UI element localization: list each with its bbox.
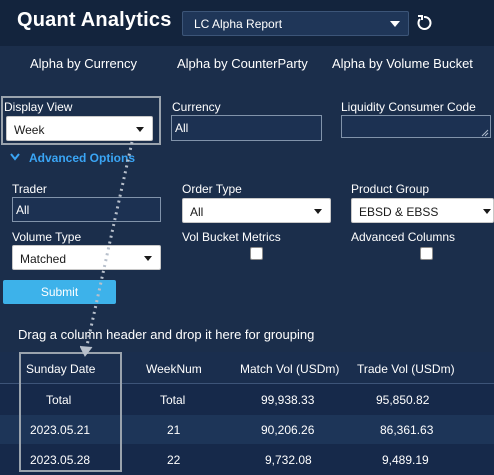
cell-match-vol: 99,938.33 — [261, 393, 315, 407]
cell-sunday-date: 2023.05.21 — [30, 423, 91, 437]
cell-weeknum: 22 — [167, 453, 181, 467]
table-row[interactable]: Total Total 99,938.33 95,850.82 — [0, 385, 494, 414]
volume-type-select[interactable]: Matched — [12, 245, 161, 270]
resize-handle-icon[interactable] — [481, 129, 489, 137]
vol-bucket-metrics-label: Vol Bucket Metrics — [182, 230, 281, 244]
column-header-sunday-date[interactable]: Sunday Date — [26, 362, 96, 376]
cell-weeknum: 21 — [167, 423, 181, 437]
column-header-trade-vol[interactable]: Trade Vol (USDm) — [357, 362, 455, 376]
table-row[interactable]: 2023.05.28 22 9,732.08 9,489.19 — [0, 445, 494, 474]
display-view-select[interactable]: Week — [6, 116, 153, 141]
group-by-drop-zone[interactable]: Drag a column header and drop it here fo… — [18, 327, 315, 342]
chevron-down-icon — [390, 21, 400, 27]
cell-trade-vol: 95,850.82 — [376, 393, 430, 407]
cell-weeknum: Total — [160, 393, 186, 407]
cell-match-vol: 9,732.08 — [265, 453, 312, 467]
submit-button[interactable]: Submit — [3, 280, 116, 304]
display-view-highlight — [1, 96, 161, 145]
cell-trade-vol: 9,489.19 — [382, 453, 429, 467]
grid-header: Sunday Date WeekNum Match Vol (USDm) Tra… — [0, 352, 494, 384]
trader-label: Trader — [12, 182, 47, 196]
tab-bar: Alpha by Currency Alpha by CounterParty … — [0, 46, 494, 82]
column-header-match-vol[interactable]: Match Vol (USDm) — [240, 362, 340, 376]
currency-input[interactable]: All — [171, 115, 322, 141]
volume-type-label: Volume Type — [12, 230, 82, 244]
display-view-value: Week — [14, 123, 45, 137]
data-grid: Sunday Date WeekNum Match Vol (USDm) Tra… — [0, 352, 494, 475]
advanced-columns-checkbox[interactable] — [420, 247, 433, 260]
app-title: Quant Analytics — [17, 9, 172, 31]
cell-sunday-date: 2023.05.28 — [30, 453, 91, 467]
currency-label: Currency — [172, 100, 221, 114]
tab-alpha-by-volume-bucket[interactable]: Alpha by Volume Bucket — [332, 56, 473, 71]
app-header: Quant Analytics LC Alpha Report — [0, 0, 494, 46]
order-type-value: All — [190, 205, 204, 219]
cell-trade-vol: 86,361.63 — [380, 423, 434, 437]
liquidity-consumer-code-label: Liquidity Consumer Code — [341, 100, 476, 114]
tab-alpha-by-counterparty[interactable]: Alpha by CounterParty — [177, 56, 308, 71]
product-group-label: Product Group — [351, 182, 430, 196]
trader-input[interactable]: All — [12, 197, 161, 222]
order-type-label: Order Type — [182, 182, 242, 196]
cell-sunday-date: Total — [46, 393, 72, 407]
chevron-down-icon — [10, 153, 20, 161]
cell-match-vol: 90,206.26 — [261, 423, 315, 437]
refresh-icon[interactable] — [416, 14, 432, 32]
column-header-weeknum[interactable]: WeekNum — [146, 362, 202, 376]
chevron-down-icon — [144, 256, 152, 261]
report-select-value: LC Alpha Report — [194, 17, 283, 31]
advanced-options-label: Advanced Options — [29, 151, 136, 165]
advanced-columns-label: Advanced Columns — [351, 230, 456, 244]
liquidity-consumer-code-input[interactable] — [341, 115, 491, 138]
volume-type-value: Matched — [20, 252, 67, 266]
chevron-down-icon — [314, 209, 322, 214]
product-group-select[interactable]: EBSD & EBSS — [351, 198, 494, 223]
chevron-down-icon — [483, 209, 491, 214]
product-group-value: EBSD & EBSS — [359, 205, 439, 219]
display-view-label: Display View — [4, 100, 73, 114]
vol-bucket-metrics-checkbox[interactable] — [250, 247, 263, 260]
report-select[interactable]: LC Alpha Report — [182, 11, 409, 36]
chevron-down-icon — [136, 127, 144, 132]
order-type-select[interactable]: All — [182, 198, 331, 223]
sunday-date-column-highlight — [19, 352, 122, 472]
table-row[interactable]: 2023.05.21 21 90,206.26 86,361.63 — [0, 415, 494, 444]
tab-alpha-by-currency[interactable]: Alpha by Currency — [30, 56, 137, 71]
